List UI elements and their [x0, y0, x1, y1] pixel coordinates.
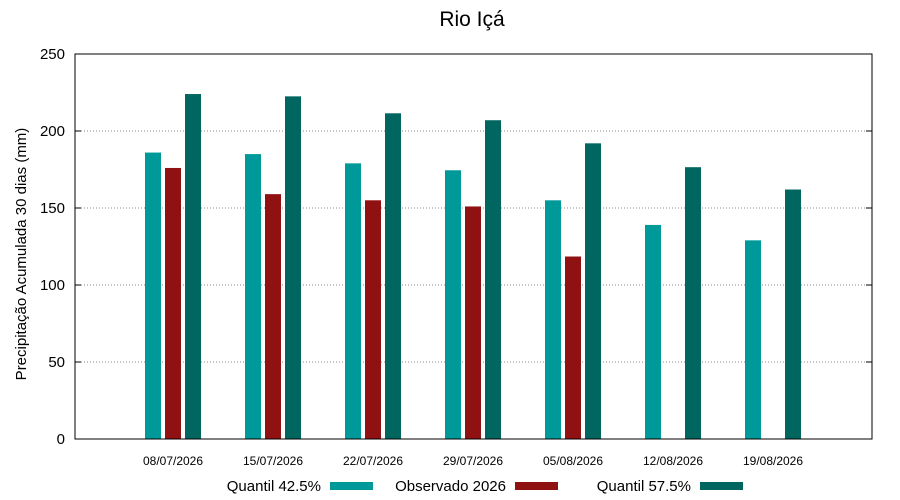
bar [285, 96, 301, 439]
bar [165, 167, 181, 439]
bar [745, 240, 761, 439]
legend-swatch [330, 482, 373, 490]
bar [645, 224, 661, 439]
legend: Quantil 42.5% Observado 2026 Quantil 57.5% [227, 478, 743, 495]
bar [345, 163, 361, 439]
x-tick-label: 29/07/2026 [443, 454, 503, 468]
x-axis: 08/07/2026 15/07/2026 22/07/2026 29/07/2026… [143, 454, 803, 468]
bar [785, 189, 801, 439]
y-axis-label: Precipitação Acumulada 30 dias (mm) [13, 128, 30, 381]
grid [75, 130, 872, 363]
x-tick-label: 15/07/2026 [243, 454, 303, 468]
bar [145, 152, 161, 439]
x-tick-label: 05/08/2026 [543, 454, 603, 468]
bars [145, 94, 801, 439]
bar [485, 120, 501, 439]
bar [585, 143, 601, 439]
bar [365, 200, 381, 439]
bar [185, 94, 201, 439]
plot-frame [74, 53, 873, 440]
legend-swatch [700, 482, 743, 490]
y-tick-label: 150 [40, 200, 65, 217]
bar [545, 200, 561, 439]
bar [445, 170, 461, 439]
x-tick-label: 22/07/2026 [343, 454, 403, 468]
bar [565, 256, 581, 439]
x-tick-label: 12/08/2026 [643, 454, 703, 468]
y-tick-label: 250 [40, 46, 65, 63]
bar [265, 194, 281, 439]
y-tick-label: 100 [40, 277, 65, 294]
y-tick-label: 50 [48, 354, 65, 371]
chart-title: Rio Içá [439, 8, 505, 31]
legend-label: Quantil 57.5% [597, 478, 691, 495]
y-axis: 0 50 100 150 200 250 [40, 46, 872, 448]
bar [385, 113, 401, 439]
y-tick-label: 0 [57, 431, 65, 448]
bar [245, 154, 261, 439]
legend-swatch [515, 482, 558, 490]
legend-label: Quantil 42.5% [227, 478, 321, 495]
y-tick-label: 200 [40, 123, 65, 140]
legend-label: Observado 2026 [395, 478, 506, 495]
x-tick-label: 08/07/2026 [143, 454, 203, 468]
bar [465, 206, 481, 439]
bar [685, 167, 701, 439]
x-tick-label: 19/08/2026 [743, 454, 803, 468]
